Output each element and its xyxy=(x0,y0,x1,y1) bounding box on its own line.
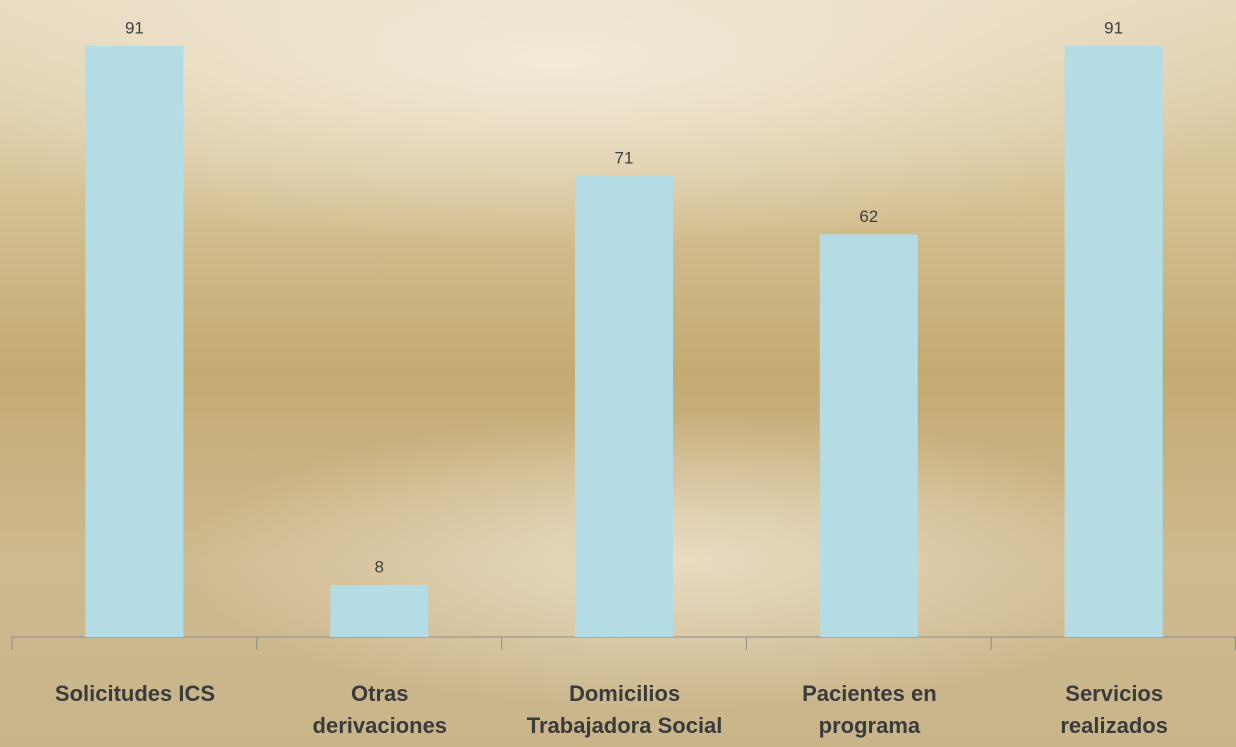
data-label: 91 xyxy=(1104,18,1123,37)
bar xyxy=(330,585,428,637)
bar xyxy=(85,46,183,637)
x-tick-label: Otras derivaciones xyxy=(257,678,503,742)
chart: 91 8 71 62 91 Solicitudes ICSOtras derivacio… xyxy=(0,0,1236,747)
bar xyxy=(1065,46,1163,637)
x-tick-label: Servicios realizados xyxy=(991,678,1236,742)
data-label: 62 xyxy=(859,207,878,226)
x-tick-label: Solicitudes ICS xyxy=(12,678,258,710)
x-tick-label: Domicilios Trabajadora Social xyxy=(502,678,748,742)
bar xyxy=(820,234,918,637)
data-label: 91 xyxy=(125,18,144,37)
bar xyxy=(575,176,673,637)
x-tick-label: Pacientes en programa xyxy=(746,678,992,742)
data-label: 8 xyxy=(374,558,383,577)
plot-area: 91 8 71 62 91 xyxy=(0,0,1236,747)
data-label: 71 xyxy=(615,148,634,167)
